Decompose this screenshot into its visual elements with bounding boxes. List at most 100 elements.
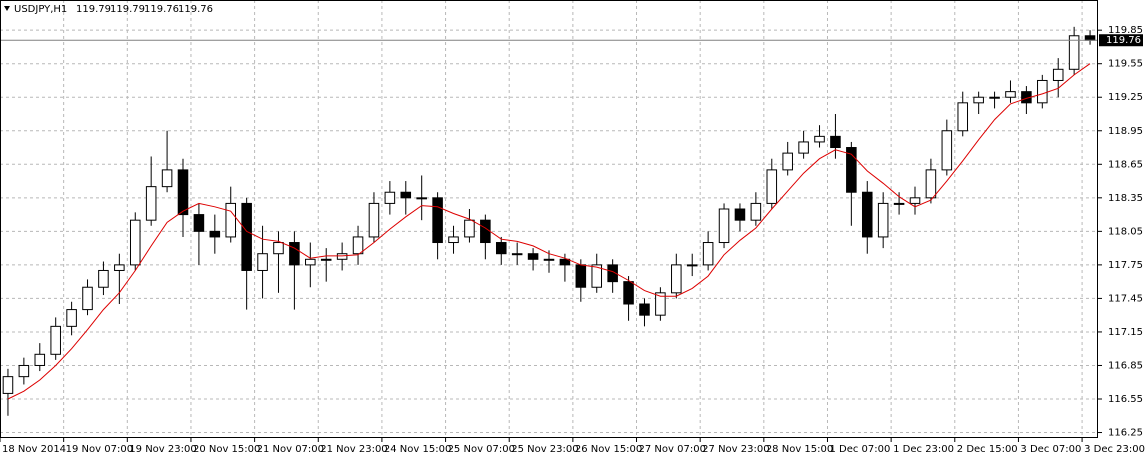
header-value: 119.76 bbox=[144, 4, 179, 15]
candle-body bbox=[718, 208, 730, 244]
y-tick-label: 117.75 bbox=[1108, 260, 1143, 271]
candle-body bbox=[814, 135, 825, 143]
candle-body bbox=[1084, 35, 1096, 41]
candle-body bbox=[591, 264, 603, 288]
plot bbox=[0, 26, 1098, 416]
candle-body bbox=[1052, 68, 1064, 81]
plot-border bbox=[0, 0, 1098, 438]
candle-body bbox=[830, 135, 841, 149]
candle-body bbox=[607, 264, 618, 283]
candle-body bbox=[766, 169, 778, 204]
candle-body bbox=[655, 292, 666, 316]
x-tick-label: 26 Nov 15:00 bbox=[575, 444, 642, 455]
x-tick-label: 1 Dec 23:00 bbox=[893, 444, 954, 455]
candle-body bbox=[559, 258, 571, 266]
candle-body bbox=[671, 264, 682, 294]
candle-body bbox=[750, 202, 762, 221]
candle-body bbox=[114, 264, 125, 271]
current-price-box bbox=[1099, 34, 1143, 47]
y-tick-label: 117.15 bbox=[1108, 327, 1143, 338]
candle-body bbox=[2, 376, 14, 394]
candle-body bbox=[368, 202, 380, 238]
y-tick-label: 116.25 bbox=[1108, 428, 1143, 439]
header-value: 119.79 bbox=[76, 4, 111, 15]
candle-body bbox=[575, 264, 587, 288]
candle-body bbox=[846, 147, 857, 193]
candle-body bbox=[686, 264, 698, 267]
candle-body bbox=[289, 242, 300, 266]
candle-body bbox=[989, 96, 1000, 99]
x-tick-label: 3 Dec 07:00 bbox=[1020, 444, 1081, 455]
y-tick-label: 116.85 bbox=[1108, 360, 1143, 371]
candle-body bbox=[129, 219, 141, 266]
axes: 116.25 116.55 116.85 117.15 117.45 117.75 118.… bbox=[0, 25, 1145, 455]
candle-body bbox=[941, 130, 953, 171]
candle-body bbox=[861, 191, 873, 238]
x-tick-label: 28 Nov 15:00 bbox=[766, 444, 833, 455]
candle-body bbox=[543, 258, 555, 261]
candle-body bbox=[1068, 35, 1080, 70]
x-tick-label: 21 Nov 07:00 bbox=[257, 444, 324, 455]
candle-body bbox=[305, 258, 316, 266]
candle-body bbox=[400, 191, 412, 199]
y-tick-label: 119.55 bbox=[1108, 59, 1143, 70]
candle-body bbox=[50, 325, 61, 355]
x-tick-label: 25 Nov 23:00 bbox=[511, 444, 578, 455]
candle-body bbox=[480, 219, 491, 244]
candle-body bbox=[702, 242, 714, 266]
candle-body bbox=[527, 253, 539, 260]
candle-body bbox=[893, 202, 905, 205]
y-tick-label: 118.95 bbox=[1108, 126, 1143, 137]
header-value: 119.79 bbox=[110, 4, 145, 15]
candle-body bbox=[82, 286, 93, 311]
candle-body bbox=[511, 253, 523, 256]
candle-body bbox=[98, 269, 109, 288]
candle-body bbox=[448, 236, 459, 244]
y-tick-label: 118.65 bbox=[1108, 159, 1143, 170]
x-tick-label: 19 Nov 23:00 bbox=[129, 444, 196, 455]
candle-body bbox=[34, 353, 46, 366]
x-tick-label: 24 Nov 15:00 bbox=[384, 444, 451, 455]
candle-body bbox=[225, 202, 237, 238]
candle-body bbox=[495, 242, 507, 255]
candle-body bbox=[798, 141, 809, 154]
x-tick-label: 27 Nov 23:00 bbox=[702, 444, 769, 455]
candle-body bbox=[623, 281, 634, 305]
candle-body bbox=[782, 152, 793, 171]
y-tick-label: 117.45 bbox=[1108, 293, 1143, 304]
candle-body bbox=[257, 253, 268, 271]
candle-body bbox=[1005, 91, 1016, 98]
candle-body bbox=[352, 236, 364, 255]
current-price-label: 119.76 bbox=[1106, 35, 1141, 46]
x-tick-label: 2 Dec 15:00 bbox=[957, 444, 1018, 455]
candle-body bbox=[925, 169, 937, 199]
candle-body bbox=[193, 214, 205, 232]
candle-body bbox=[161, 169, 173, 188]
candle-body bbox=[18, 364, 30, 378]
candle-body bbox=[209, 230, 221, 238]
chart-title: USDJPY,H1 bbox=[14, 4, 67, 15]
moving-average-line bbox=[7, 63, 1091, 400]
x-tick-label: 21 Nov 23:00 bbox=[320, 444, 387, 455]
x-tick-label: 18 Nov 2014 bbox=[2, 444, 66, 455]
x-tick-label: 20 Nov 15:00 bbox=[193, 444, 260, 455]
candle-body bbox=[416, 197, 427, 200]
candle-body bbox=[1037, 79, 1048, 104]
candle-body bbox=[320, 258, 332, 261]
header-value: 119.76 bbox=[178, 4, 213, 15]
candle-body bbox=[734, 208, 746, 221]
x-tick-label: 27 Nov 07:00 bbox=[639, 444, 706, 455]
y-tick-label: 119.25 bbox=[1108, 92, 1143, 103]
menu-arrow[interactable] bbox=[4, 6, 10, 11]
candle-body bbox=[909, 197, 921, 204]
candle-body bbox=[241, 202, 252, 271]
candle-body bbox=[432, 197, 443, 244]
x-tick-label: 19 Nov 07:00 bbox=[66, 444, 133, 455]
candle-body bbox=[877, 202, 889, 238]
candle-body bbox=[957, 102, 969, 132]
candle-body bbox=[177, 169, 189, 216]
x-tick-label: 3 Dec 23:00 bbox=[1084, 444, 1145, 455]
candle-body bbox=[273, 242, 284, 255]
candle-body bbox=[336, 253, 348, 260]
